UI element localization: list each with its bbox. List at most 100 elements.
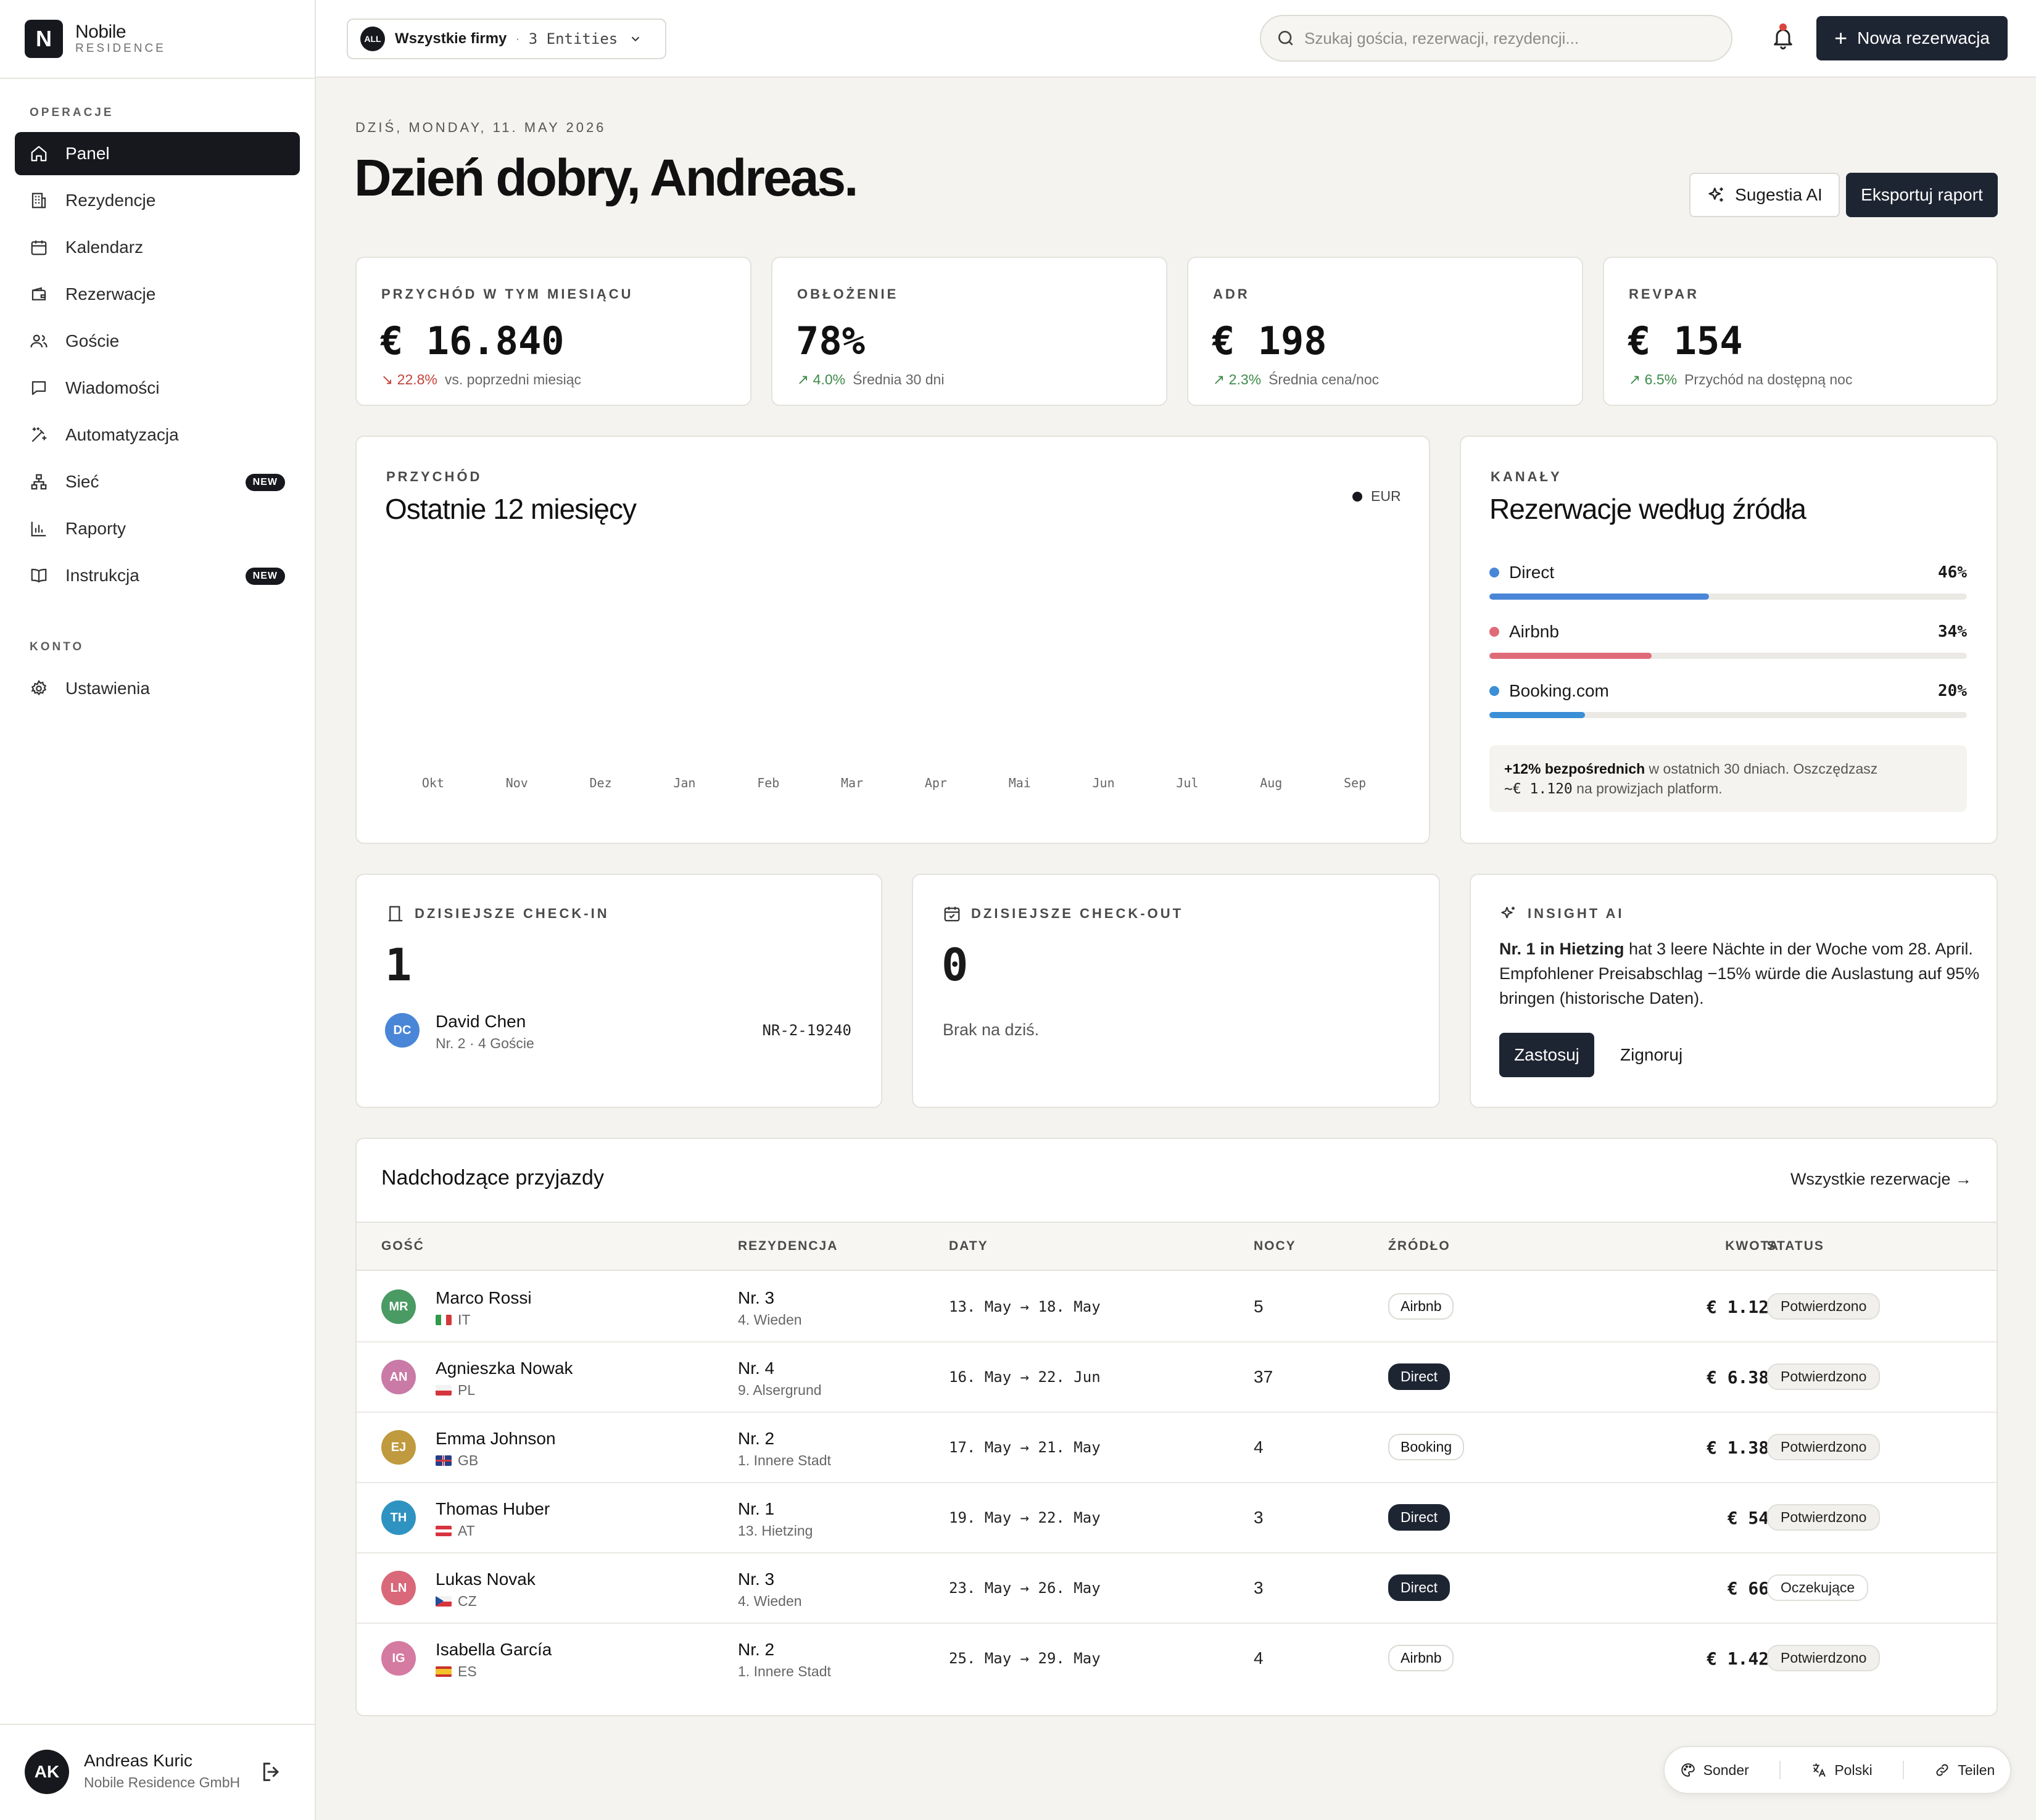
residence-district: 4. Wieden [738,1312,802,1328]
amount: € 660 [1727,1578,1779,1599]
book-icon [30,566,48,585]
table-title: Nadchodzące przyjazdy [381,1166,604,1189]
table-row[interactable]: AN Agnieszka Nowak PL Nr. 4 9. Alsergrund 16.… [357,1342,1997,1413]
avatar: TH [381,1500,416,1535]
column-header[interactable]: NOCY [1254,1239,1296,1253]
sidebar-item-goscie[interactable]: Goście [15,320,300,363]
sidebar-item-panel[interactable]: Panel [15,132,300,175]
sparkle-icon [1501,906,1515,919]
avatar: LN [381,1571,416,1605]
sidebar-item-rezerwacje[interactable]: Rezerwacje [15,273,300,316]
export-report-button[interactable]: Eksportuj raport [1846,173,1998,217]
source-badge: Direct [1388,1363,1450,1390]
channel-track [1489,653,1967,659]
revenue-chart: Okt Nov Dez Jan Feb Mar Apr Mai Jun Jul Aug Sep [422,776,1366,790]
user-name: Andreas Kuric [84,1751,192,1770]
share-button[interactable]: Teilen [1934,1762,1995,1779]
status-badge: Potwierdzono [1767,1434,1881,1460]
chart-legend: EUR [1352,488,1401,505]
entity-selector[interactable]: ALL Wszystkie firmy · 3 Entities [347,19,666,59]
x-tick-label: Nov [506,776,528,790]
sidebar-item-wiadomosci[interactable]: Wiadomości [15,366,300,410]
apply-button[interactable]: Zastosuj [1499,1033,1594,1077]
card-eyebrow: DZISIEJSZE CHECK-OUT [971,906,1184,921]
guest-country: AT [458,1523,475,1539]
ignore-button[interactable]: Zignoruj [1620,1045,1683,1064]
kpi-value: € 154 [1628,318,1743,363]
sidebar-divider [0,78,316,79]
sidebar-item-siec[interactable]: Sieć NEW [15,460,300,503]
language-button[interactable]: Polski [1811,1762,1873,1779]
guest-name[interactable]: Thomas Huber [436,1499,550,1518]
all-reservations-link[interactable]: Wszystkie rezerwacje → [1790,1170,1972,1188]
table-row[interactable]: LN Lukas Novak CZ Nr. 3 4. Wieden 23. May → 2… [357,1553,1997,1624]
table-row[interactable]: IG Isabella García ES Nr. 2 1. Innere Stadt 2… [357,1624,1997,1694]
kpi-value: € 16.840 [380,318,565,363]
note-text: w ostatnich 30 dniach. Oszczędzasz [1645,761,1878,777]
table-row[interactable]: MR Marco Rossi IT Nr. 3 4. Wieden 13. May → 1… [357,1272,1997,1342]
users-icon [30,332,48,350]
x-tick-label: Dez [590,776,612,790]
status-badge: Potwierdzono [1767,1504,1881,1531]
kpi-note: Średnia 30 dni [853,371,945,387]
guest-name[interactable]: Agnieszka Nowak [436,1359,573,1378]
avatar: AN [381,1360,416,1394]
gear-icon [30,679,48,698]
channel-bar [1489,594,1710,600]
avatar: EJ [381,1430,416,1465]
x-tick-label: Sep [1344,776,1366,790]
residence-name: Nr. 3 [738,1570,775,1589]
checkout-card: DZISIEJSZE CHECK-OUT 0 Brak na dziś. [912,874,1440,1108]
kpi-card-revpar: REVPAR € 154 ↗ 6.5% Przychód na dostępną … [1603,257,1998,406]
sidebar-item-ustawienia[interactable]: Ustawienia [15,667,300,710]
sidebar-item-automatyzacja[interactable]: Automatyzacja [15,413,300,457]
sidebar-item-instrukcja[interactable]: Instrukcja NEW [15,554,300,597]
guest-name[interactable]: Emma Johnson [436,1429,556,1448]
user-profile: AK Andreas Kuric Nobile Residence GmbH [0,1724,316,1820]
guest-name[interactable]: Marco Rossi [436,1288,532,1307]
upcoming-arrivals-card: Nadchodzące przyjazdy Wszystkie rezerwac… [355,1138,1998,1716]
amount: € 1.120 [1706,1297,1779,1317]
table-row[interactable]: EJ Emma Johnson GB Nr. 2 1. Innere Stadt 17. … [357,1413,1997,1483]
column-header[interactable]: KWOTA [1725,1239,1779,1253]
note-amount: ~€ 1.120 [1504,781,1573,797]
checkin-guest[interactable]: David Chen Nr. 2 · 4 Goście [436,1012,534,1052]
sidebar-item-label: Wiadomości [65,378,160,397]
channel-dot [1489,627,1499,637]
logout-icon[interactable] [259,1760,284,1784]
ai-suggestion-button[interactable]: Sugestia AI [1689,173,1840,217]
sidebar-item-kalendarz[interactable]: Kalendarz [15,226,300,269]
theme-button[interactable]: Sonder [1680,1762,1749,1779]
new-reservation-button[interactable]: + Nowa rezerwacja [1816,16,2008,60]
channel-booking: Booking.com 20% [1489,680,1967,718]
sidebar-item-rezydencje[interactable]: Rezydencje [15,179,300,222]
card-eyebrow: KANAŁY [1491,469,1562,484]
sidebar-item-label: Ustawienia [65,679,150,698]
brand[interactable]: N Nobile RESIDENCE [25,20,166,58]
channel-track [1489,594,1967,600]
column-header[interactable]: GOŚĆ [381,1239,424,1253]
avatar[interactable]: AK [25,1750,69,1794]
residence-name: Nr. 1 [738,1499,775,1518]
flag-icon [436,1526,452,1536]
status-badge: Oczekujące [1767,1574,1869,1601]
column-header[interactable]: DATY [949,1239,988,1253]
search-input[interactable]: Szukaj gościa, rezerwacji, rezydencji... [1260,15,1732,62]
table-row[interactable]: TH Thomas Huber AT Nr. 1 13. Hietzing 19. May… [357,1483,1997,1553]
residence-district: 13. Hietzing [738,1523,813,1539]
brand-logo: N [25,20,63,58]
avatar: DC [385,1013,420,1048]
column-header[interactable]: REZYDENCJA [738,1239,838,1253]
guest-name[interactable]: Isabella García [436,1640,552,1659]
bell-icon[interactable] [1771,26,1795,51]
residence-district: 1. Innere Stadt [738,1663,831,1679]
checkin-count: 1 [385,939,412,991]
nights-count: 4 [1254,1648,1264,1668]
guest-name[interactable]: Lukas Novak [436,1570,536,1589]
x-tick-label: Mai [1009,776,1031,790]
stay-dates: 16. May → 22. Jun [949,1368,1101,1386]
sidebar-item-raporty[interactable]: Raporty [15,507,300,550]
column-header[interactable]: ŹRÓDŁO [1388,1239,1450,1253]
column-header[interactable]: STATUS [1767,1239,1824,1253]
section-label-operations: OPERACJE [30,106,114,119]
